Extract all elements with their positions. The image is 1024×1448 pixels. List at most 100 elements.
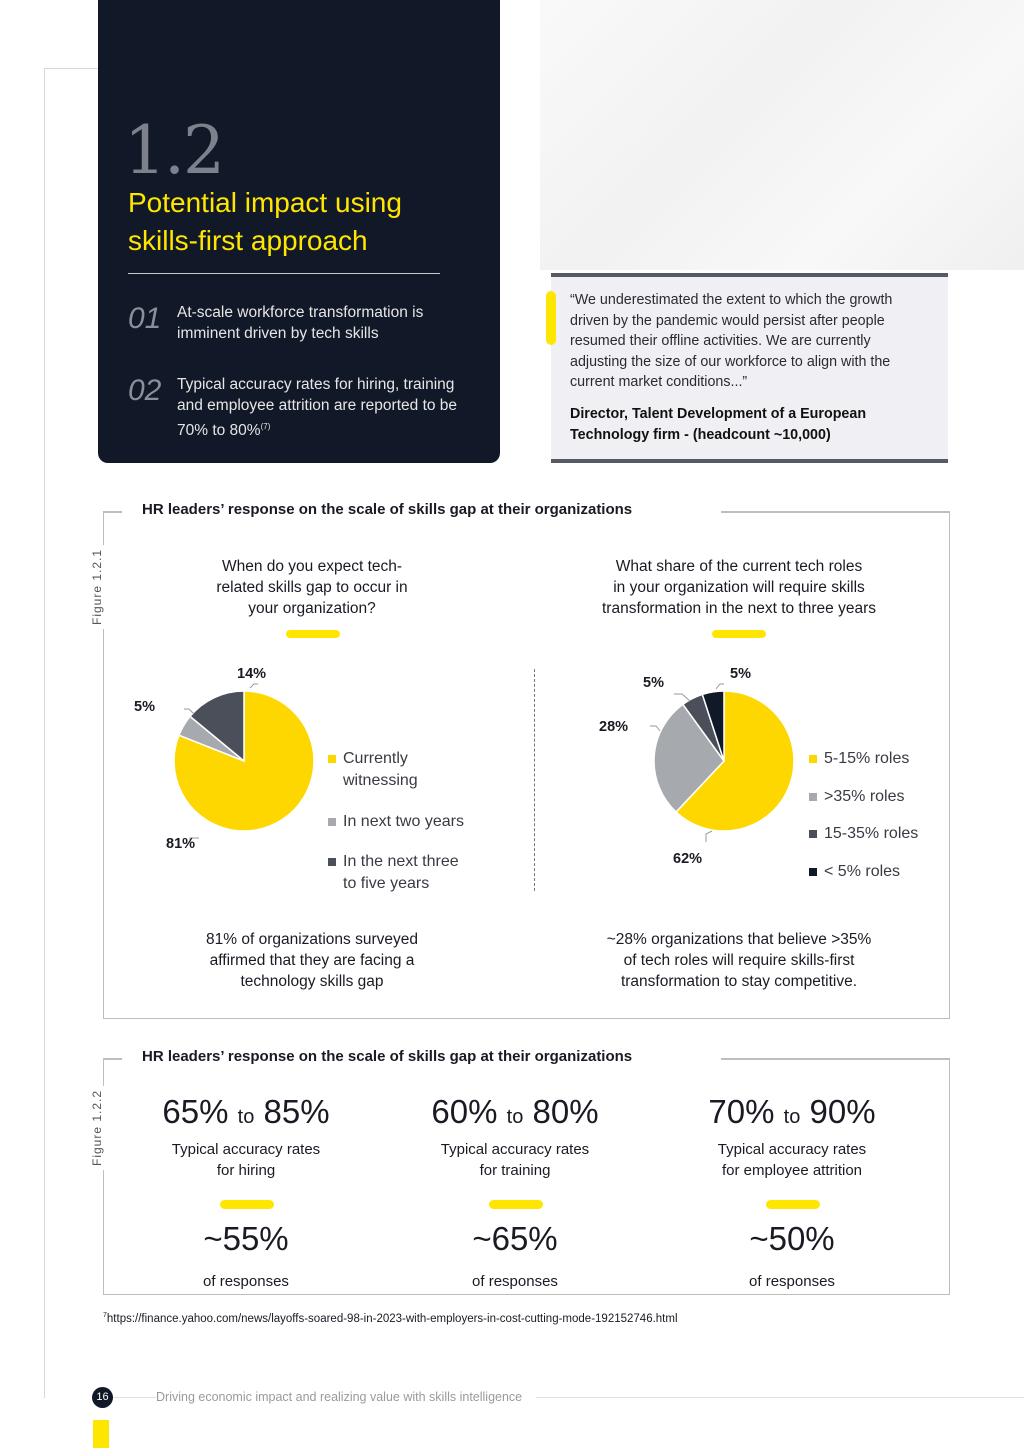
leader-line: [249, 683, 258, 689]
caption-line: transformation to stay competitive.: [620, 973, 858, 990]
stat-responses: ~50%: [749, 1220, 835, 1257]
footnote-number: 7: [103, 1312, 107, 1319]
figure-title: HR leaders’ response on the scale of ski…: [142, 1048, 633, 1065]
quote-attribution: Director, Talent Development of a Europe…: [570, 406, 867, 443]
stat-description: Typical accuracy rates for employee attri…: [662, 1140, 922, 1181]
stat-description: Typical accuracy rates for hiring: [116, 1140, 376, 1181]
chart-divider: [534, 669, 535, 891]
footnote-ref: (7): [260, 422, 271, 431]
key-point-body: Typical accuracy rates for hiring, train…: [177, 376, 458, 440]
legend-label: to five years: [343, 875, 430, 892]
legend-5-15-roles: 5-15% roles: [809, 748, 910, 770]
footnote-link[interactable]: https://finance.yahoo.com/news/layoffs-s…: [106, 1312, 678, 1325]
page-frame: [44, 68, 100, 69]
key-point-number: 02: [128, 374, 162, 407]
accent-line: [712, 630, 766, 638]
legend-swatch: [328, 755, 336, 763]
figure-1-2-2: HR leaders’ response on the scale of ski…: [90, 1048, 950, 1295]
pie-label-14: 14%: [237, 666, 267, 682]
stat-responses-label: of responses: [749, 1273, 835, 1290]
stat-range: 60% to 80%: [385, 1093, 645, 1131]
question-line: in your organization will require skills: [613, 579, 865, 596]
pie-label-62: 62%: [673, 851, 703, 867]
section-number: 1.2: [124, 112, 225, 189]
question-line: related skills gap to occur in: [216, 579, 408, 596]
accent-line: [286, 630, 340, 638]
legend-label: 5-15% roles: [824, 750, 910, 767]
figure-label: Figure 1.2.2: [90, 1085, 104, 1170]
stat-desc-line: Typical accuracy rates: [171, 1141, 321, 1158]
stat-to: to: [237, 1106, 255, 1128]
legend-label: >35% roles: [824, 788, 905, 805]
question-line: transformation in the next to three year…: [602, 600, 876, 617]
pie-label-5a: 5%: [643, 675, 664, 691]
key-point-text: At-scale workforce transformation is imm…: [177, 304, 424, 342]
legend-under-5-roles: < 5% roles: [809, 861, 901, 883]
stat-high: 85%: [263, 1093, 330, 1130]
legend-currently-witnessing: Currently witnessing: [328, 748, 418, 792]
legend-swatch: [809, 755, 817, 763]
legend-label: Currently: [343, 750, 408, 767]
section-title-line2: skills-first approach: [128, 225, 368, 256]
frame-top-left: [104, 1058, 122, 1060]
quote-text: “We underestimated the extent to which t…: [570, 292, 893, 390]
legend-swatch: [328, 818, 336, 826]
stat-desc-line: Typical accuracy rates: [440, 1141, 590, 1158]
pie-chart-right: [650, 683, 795, 842]
accent-line: [489, 1200, 543, 1209]
frame-top-right: [721, 511, 949, 513]
key-point-number: 01: [128, 302, 162, 335]
figure-title: HR leaders’ response on the scale of ski…: [142, 501, 633, 518]
legend-swatch: [809, 868, 817, 876]
stat-high: 80%: [532, 1093, 599, 1130]
stat-responses-label: of responses: [472, 1273, 558, 1290]
key-point-text: Typical accuracy rates for hiring, train…: [177, 374, 467, 441]
right-caption: ~28% organizations that believe >35% of …: [569, 929, 909, 992]
pie-slice-under-5-roles: [701, 690, 725, 762]
footer-text: Driving economic impact and realizing va…: [156, 1390, 537, 1404]
leader-line: [705, 830, 713, 842]
left-caption: 81% of organizations surveyed affirmed t…: [162, 929, 462, 992]
footnote: 7https://finance.yahoo.com/news/layoffs-…: [103, 1312, 678, 1325]
stat-range: 65% to 85%: [116, 1093, 376, 1131]
left-question: When do you expect tech- related skills …: [182, 556, 442, 619]
legend-label: 15-35% roles: [824, 825, 919, 842]
legend-over-35-roles: >35% roles: [809, 786, 905, 808]
pie-chart-left: [173, 683, 315, 842]
legend-next-two-years: In next two years: [328, 811, 464, 833]
stat-low: 65%: [162, 1093, 229, 1130]
leader-line: [715, 683, 724, 690]
title-rule: [128, 273, 440, 274]
legend-label: < 5% roles: [824, 863, 901, 880]
pie-label-28: 28%: [599, 719, 629, 735]
legend-swatch: [809, 830, 817, 838]
stat-range: 70% to 90%: [662, 1093, 922, 1131]
legend-label: witnessing: [343, 772, 418, 789]
stat-responses-label: of responses: [203, 1273, 289, 1290]
stat-responses: ~55%: [203, 1220, 289, 1257]
caption-line: 81% of organizations surveyed: [206, 931, 418, 948]
question-line: your organization?: [248, 600, 376, 617]
page-frame-left: [44, 68, 45, 1398]
quote-box: “We underestimated the extent to which t…: [546, 273, 948, 463]
pie-label-5b: 5%: [730, 666, 751, 682]
stat-desc-line: for hiring: [216, 1161, 276, 1179]
figure-label: Figure 1.2.1: [90, 544, 104, 629]
question-line: When do you expect tech-: [221, 558, 403, 575]
background-image: [540, 0, 1024, 270]
pie-slice-over-35-roles: [653, 703, 725, 814]
stat-to: to: [783, 1106, 801, 1128]
legend-label: In next two years: [343, 813, 464, 830]
page-number: 16: [92, 1387, 113, 1408]
pie-slice-5-15-roles: [675, 690, 795, 832]
pie-label-5: 5%: [134, 699, 155, 715]
question-line: What share of the current tech roles: [615, 558, 863, 575]
section-title: Potential impact using skills-first appr…: [128, 184, 468, 260]
stat-description: Typical accuracy rates for training: [385, 1140, 645, 1181]
stat-low: 60%: [431, 1093, 498, 1130]
legend-swatch: [328, 858, 336, 866]
stat-high: 90%: [809, 1093, 876, 1130]
hero-panel: 1.2 Potential impact using skills-first …: [98, 0, 500, 463]
caption-line: of tech roles will require skills-first: [623, 952, 855, 969]
accent-line: [766, 1200, 820, 1209]
